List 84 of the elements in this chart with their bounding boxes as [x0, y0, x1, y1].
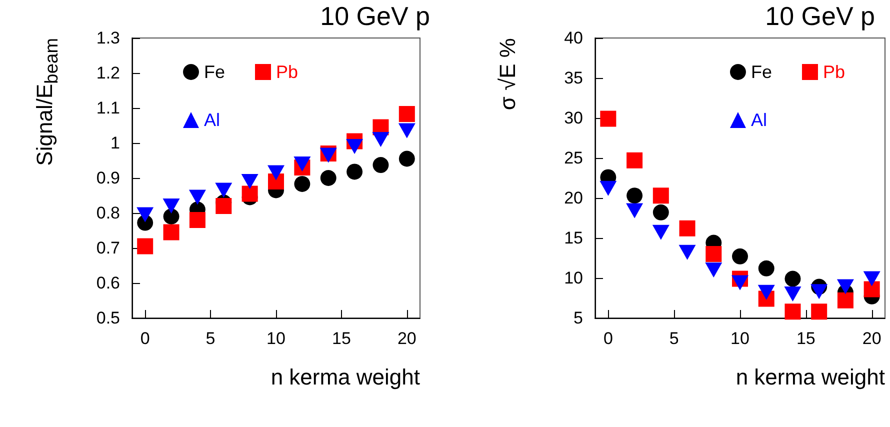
legend-label: Fe — [204, 62, 226, 82]
point — [268, 165, 284, 180]
x-axis-title: n kerma weight — [736, 364, 885, 390]
point — [372, 157, 389, 174]
point — [626, 188, 643, 204]
y-tick-label: 5 — [574, 308, 583, 328]
legend-label: Al — [750, 110, 767, 130]
y-tick-label: 0.7 — [96, 238, 120, 258]
legend-label: Fe — [750, 62, 772, 82]
point — [136, 207, 154, 222]
x-tick-label: 15 — [796, 329, 816, 348]
point — [188, 190, 206, 205]
point — [600, 180, 617, 196]
point — [706, 246, 722, 262]
x-tick-label: 5 — [669, 329, 679, 348]
y-tick-label: 25 — [564, 148, 583, 168]
point — [626, 152, 643, 168]
point — [398, 123, 416, 138]
y-tick-label: 1.2 — [96, 64, 120, 82]
point — [678, 244, 696, 260]
point — [705, 262, 722, 278]
chart-title: 10 GeV p — [320, 1, 430, 31]
point — [784, 286, 802, 302]
point — [652, 188, 669, 204]
y-tick-label: 0.6 — [96, 274, 120, 292]
y-tick-label: 15 — [564, 228, 583, 248]
y-tick-label: 0.8 — [96, 204, 120, 222]
legend-label: Pb — [822, 62, 846, 82]
point — [679, 220, 696, 236]
y-tick-label: 30 — [564, 108, 583, 128]
y-tick-label: 35 — [564, 68, 583, 88]
point — [372, 132, 390, 147]
point — [626, 203, 644, 218]
point — [346, 139, 364, 154]
point — [346, 164, 363, 180]
y-tick-label: 1.1 — [96, 98, 120, 118]
point — [758, 284, 775, 300]
point — [600, 110, 616, 127]
x-tick-label: 20 — [862, 329, 882, 348]
point — [398, 106, 415, 122]
point — [863, 271, 880, 286]
point — [758, 260, 774, 276]
x-tick-label: 0 — [140, 329, 150, 348]
x-tick-label: 0 — [603, 329, 613, 348]
legend-label: Al — [204, 110, 220, 130]
y-tick-label: 20 — [564, 188, 583, 208]
y-tick-label: 1.3 — [96, 28, 120, 48]
x-axis-title: n kerma weight — [270, 364, 420, 390]
point — [294, 176, 310, 192]
point — [784, 270, 801, 287]
x-tick-label: 20 — [397, 329, 416, 348]
point — [811, 304, 828, 320]
y-tick-label: 40 — [564, 28, 583, 48]
y-tick-label: 0.9 — [96, 168, 120, 188]
point — [215, 182, 232, 198]
y-axis-title: σ √E % — [495, 38, 521, 110]
y-tick-label: 1 — [110, 134, 120, 152]
point — [836, 279, 854, 294]
chart-title: 10 GeV p — [765, 1, 876, 31]
point — [241, 174, 258, 189]
point — [810, 284, 828, 300]
point — [784, 304, 801, 320]
point — [732, 275, 748, 290]
point — [294, 156, 311, 172]
point — [837, 292, 854, 308]
point — [242, 186, 258, 202]
point — [189, 212, 206, 228]
point — [320, 170, 336, 186]
point — [137, 238, 154, 254]
point — [162, 198, 180, 214]
point — [398, 150, 415, 167]
point — [864, 281, 880, 298]
x-tick-label: 5 — [206, 329, 216, 348]
point — [163, 224, 180, 240]
point — [652, 204, 669, 220]
point — [652, 224, 670, 240]
x-tick-label: 15 — [332, 329, 351, 348]
legend-label: Pb — [276, 62, 298, 82]
y-tick-label: 10 — [564, 268, 583, 288]
point — [732, 248, 748, 264]
point — [163, 208, 180, 224]
x-tick-label: 10 — [266, 329, 286, 348]
x-tick-label: 10 — [730, 329, 750, 348]
y-tick-label: 0.5 — [96, 308, 120, 328]
